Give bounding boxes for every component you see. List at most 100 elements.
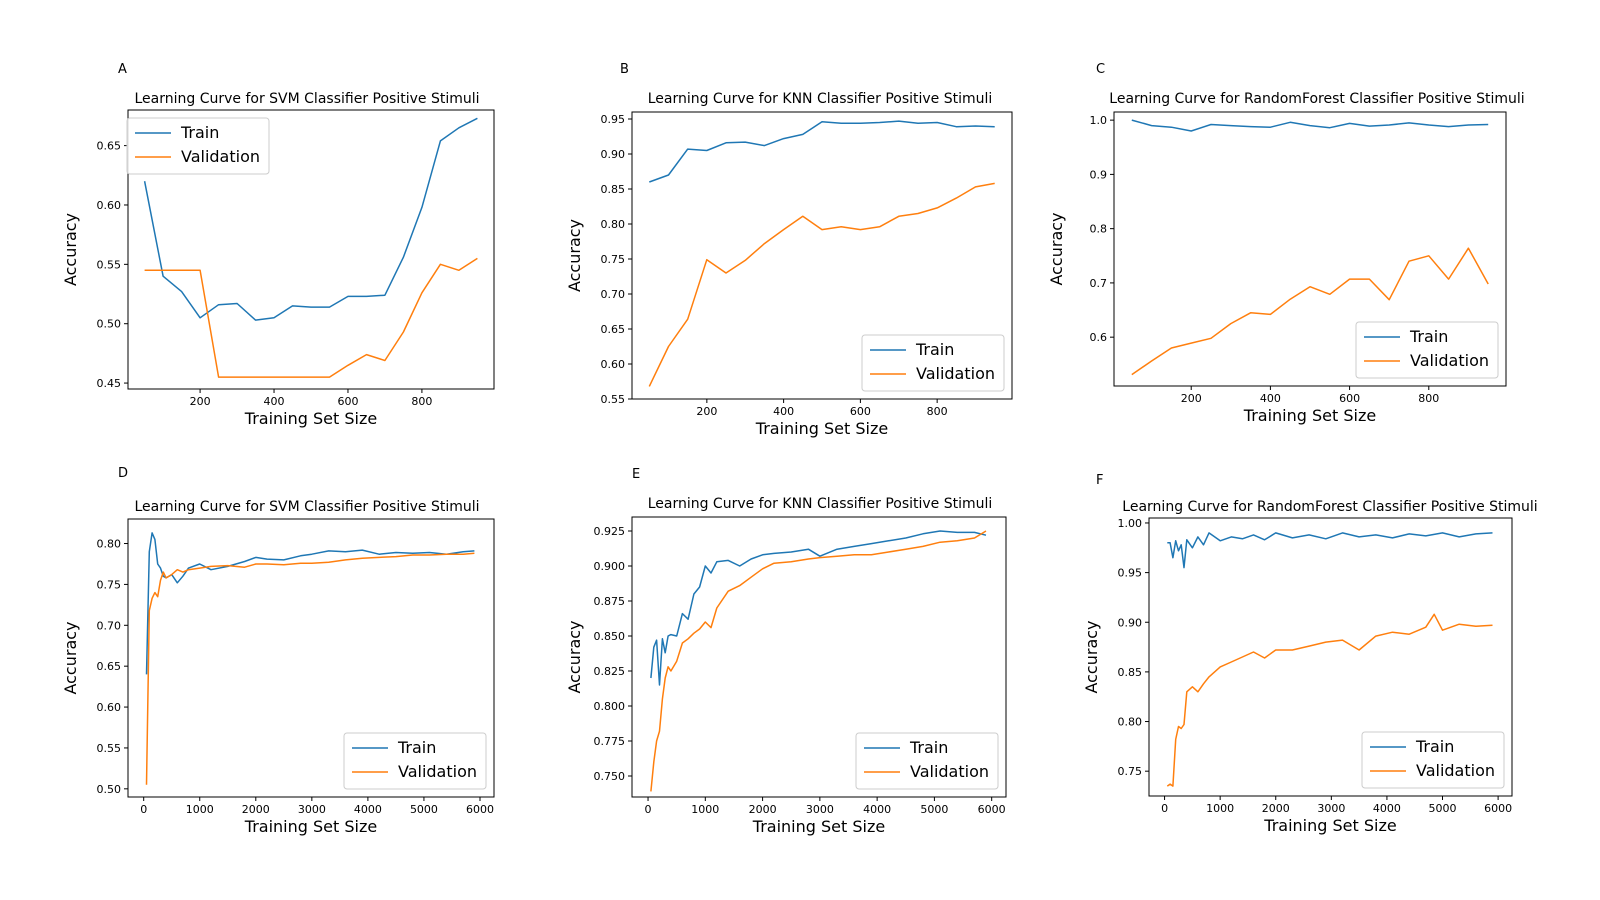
x-axis-label: Training Set Size: [755, 419, 888, 438]
plot-frame: [127, 109, 495, 390]
chart-panel-f: F Learning Curve for RandomForest Classif…: [1082, 473, 1538, 835]
legend-entry-validation: Validation: [398, 762, 477, 781]
legend-box: [343, 732, 487, 790]
y-tick-label: 0.55: [601, 393, 626, 406]
x-tick-label: 800: [411, 395, 432, 408]
x-axis-label: Training Set Size: [1263, 816, 1396, 835]
series-line-validation: [1166, 613, 1493, 787]
x-tick-label: 2000: [1262, 802, 1290, 815]
x-axis-label: Training Set Size: [244, 409, 377, 428]
x-tick-label: 600: [1339, 392, 1360, 405]
y-tick-label: 0.90: [1118, 616, 1143, 629]
legend-entry-validation: Validation: [916, 364, 995, 383]
chart-title: Learning Curve for KNN Classifier Positi…: [648, 91, 993, 107]
x-tick-label: 5000: [1429, 802, 1457, 815]
x-tick-label: 200: [696, 405, 717, 418]
legend: Train Validation: [126, 117, 270, 175]
legend: Train Validation: [1355, 321, 1499, 379]
panel-letter: B: [620, 62, 629, 77]
x-tick-label: 6000: [978, 803, 1006, 816]
legend-box: [1355, 321, 1499, 379]
legend-entry-train: Train: [180, 123, 219, 142]
y-tick-label: 0.45: [97, 377, 122, 390]
x-tick-label: 600: [337, 395, 358, 408]
y-tick-label: 1.0: [1090, 114, 1108, 127]
panel-letter: D: [118, 466, 128, 481]
y-axis-label: Accuracy: [1082, 620, 1101, 693]
y-axis-label: Accuracy: [1047, 212, 1066, 285]
y-tick-label: 0.80: [601, 218, 626, 231]
plot-frame: [631, 516, 1007, 798]
plot-frame: [127, 518, 495, 798]
x-tick-label: 4000: [354, 803, 382, 816]
x-tick-label: 1000: [186, 803, 214, 816]
panel-letter: E: [632, 467, 640, 482]
plot-frame: [631, 111, 1013, 400]
y-tick-label: 0.60: [97, 701, 122, 714]
y-tick-label: 0.925: [594, 525, 626, 538]
x-tick-label: 6000: [1484, 802, 1512, 815]
x-tick-label: 5000: [410, 803, 438, 816]
x-axis-label: Training Set Size: [752, 817, 885, 836]
y-axis-label: Accuracy: [565, 620, 584, 693]
x-axis-label: Training Set Size: [244, 817, 377, 836]
legend: Train Validation: [343, 732, 487, 790]
y-tick-label: 0.9: [1090, 168, 1108, 181]
x-tick-label: 1000: [1206, 802, 1234, 815]
y-tick-label: 1.00: [1118, 517, 1143, 530]
legend-box: [861, 334, 1005, 392]
y-tick-label: 0.55: [97, 742, 122, 755]
chart-title: Learning Curve for KNN Classifier Positi…: [648, 496, 993, 512]
legend-entry-validation: Validation: [181, 147, 260, 166]
legend: Train Validation: [861, 334, 1005, 392]
x-tick-label: 400: [264, 395, 285, 408]
x-tick-label: 2000: [242, 803, 270, 816]
series-line-validation: [648, 182, 995, 387]
y-tick-label: 0.875: [594, 595, 626, 608]
y-tick-label: 0.750: [594, 770, 626, 783]
y-tick-label: 0.50: [97, 318, 122, 331]
y-tick-label: 0.75: [97, 578, 122, 591]
panel-letter: C: [1096, 62, 1105, 77]
chart-panel-b: B Learning Curve for KNN Classifier Posit…: [565, 62, 1013, 438]
series-line-validation: [144, 257, 478, 378]
y-tick-label: 0.65: [97, 140, 122, 153]
y-tick-label: 0.70: [601, 288, 626, 301]
x-axis-label: Training Set Size: [1243, 406, 1376, 425]
y-tick-label: 0.7: [1090, 277, 1108, 290]
chart-panels: A Learning Curve for SVM Classifier Posit…: [61, 62, 1538, 836]
series-line-train: [1167, 532, 1493, 569]
x-tick-label: 0: [140, 803, 147, 816]
x-tick-label: 5000: [920, 803, 948, 816]
legend-entry-validation: Validation: [1410, 351, 1489, 370]
series-line-train: [650, 530, 987, 686]
x-tick-label: 600: [850, 405, 871, 418]
x-tick-label: 4000: [1373, 802, 1401, 815]
y-axis-label: Accuracy: [565, 219, 584, 292]
legend: Train Validation: [1361, 731, 1505, 789]
x-tick-label: 800: [927, 405, 948, 418]
x-tick-label: 6000: [466, 803, 494, 816]
y-tick-label: 0.60: [97, 199, 122, 212]
legend-entry-validation: Validation: [1416, 761, 1495, 780]
y-tick-label: 0.85: [1118, 666, 1143, 679]
y-tick-label: 0.60: [601, 358, 626, 371]
chart-panel-a: A Learning Curve for SVM Classifier Posit…: [61, 62, 495, 428]
legend-box: [126, 117, 270, 175]
chart-title: Learning Curve for SVM Classifier Positi…: [134, 91, 479, 107]
y-tick-label: 0.90: [601, 148, 626, 161]
chart-panel-d: D Learning Curve for SVM Classifier Posit…: [61, 466, 495, 836]
y-tick-label: 0.800: [594, 700, 626, 713]
plot-frame: [1113, 111, 1507, 387]
legend-entry-train: Train: [397, 738, 436, 757]
y-tick-label: 0.85: [601, 183, 626, 196]
legend-box: [855, 732, 999, 790]
y-tick-label: 0.65: [601, 323, 626, 336]
x-tick-label: 3000: [298, 803, 326, 816]
plot-frame: [1148, 517, 1513, 797]
y-axis-label: Accuracy: [61, 621, 80, 694]
x-tick-label: 0: [645, 803, 652, 816]
x-tick-label: 200: [1181, 392, 1202, 405]
legend-entry-train: Train: [915, 340, 954, 359]
